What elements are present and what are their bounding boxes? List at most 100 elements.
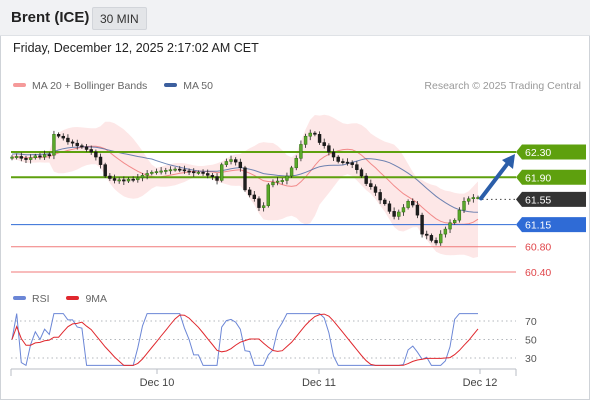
candlesticks <box>10 129 480 246</box>
candle <box>38 152 42 160</box>
candle <box>238 158 243 172</box>
candle <box>75 139 79 150</box>
candle <box>131 176 135 183</box>
candle <box>136 173 140 183</box>
candle <box>14 153 19 160</box>
candle <box>289 165 294 178</box>
candle <box>164 167 168 175</box>
candle <box>112 174 117 184</box>
candle <box>98 153 103 169</box>
candle <box>275 177 280 186</box>
candle <box>220 162 224 183</box>
candle <box>466 196 471 205</box>
level-labels: 62.30 61.90 61.55 61.15 60.80 60.40 <box>516 144 586 279</box>
svg-text:61.90: 61.90 <box>525 172 551 184</box>
candle <box>210 172 215 181</box>
candle <box>233 157 238 166</box>
rsi-legend: RSI 9MA <box>13 293 121 305</box>
level-label-pivot: 61.15 <box>516 217 586 233</box>
legend-bollinger: MA 20 + Bollinger Bands <box>13 80 147 92</box>
candle <box>299 140 303 162</box>
x-axis-label: Dec 10 <box>140 377 175 389</box>
candle <box>401 204 406 216</box>
bollinger-swatch-icon <box>13 83 26 88</box>
candle <box>103 162 107 178</box>
candle <box>406 199 410 210</box>
legend-rsi: RSI <box>13 293 50 305</box>
rsi-tick-label: 50 <box>525 335 537 347</box>
candle <box>261 202 266 212</box>
candle <box>429 233 434 243</box>
candle <box>411 198 415 208</box>
legend-ma50: MA 50 <box>164 80 213 92</box>
candle <box>89 145 93 155</box>
instrument-name: Brent (ICE) <box>11 9 90 26</box>
svg-text:62.30: 62.30 <box>525 147 551 159</box>
candle <box>373 184 378 196</box>
chart-header: Brent (ICE) 30 MIN <box>0 0 590 36</box>
level-label-current: 61.55 <box>516 191 586 207</box>
rsi-tick-label: 30 <box>525 353 537 365</box>
candle <box>243 165 247 192</box>
candle <box>434 237 438 246</box>
candle <box>10 155 14 161</box>
candle <box>24 155 28 163</box>
candle <box>453 218 457 225</box>
candle <box>187 168 191 175</box>
rsi-swatch-icon <box>13 296 26 301</box>
candle <box>122 176 126 185</box>
timeframe-badge[interactable]: 30 MIN <box>92 7 147 30</box>
candle <box>173 167 177 172</box>
legend-rsi-label: RSI <box>32 293 50 305</box>
candle <box>28 154 33 164</box>
candle <box>117 177 121 184</box>
candle <box>145 170 149 180</box>
candle <box>19 152 24 162</box>
candle <box>159 167 163 175</box>
candle <box>42 150 47 160</box>
candle <box>150 170 154 176</box>
candle <box>327 143 331 156</box>
candle <box>215 173 219 185</box>
price-legend: MA 20 + Bollinger Bands MA 50 <box>13 80 227 92</box>
candle <box>154 168 159 175</box>
candle <box>229 155 233 165</box>
candle <box>178 166 182 173</box>
candle <box>392 207 396 220</box>
candle <box>285 172 289 185</box>
candle <box>364 173 368 186</box>
candle <box>345 158 350 166</box>
candle <box>66 134 70 145</box>
research-credit: Research © 2025 Trading Central <box>424 80 581 92</box>
level-label-s1: 60.80 <box>525 242 551 254</box>
ma50-swatch-icon <box>164 83 178 88</box>
x-axis-label: Dec 11 <box>302 377 336 389</box>
candle <box>271 179 275 188</box>
candle <box>52 130 56 160</box>
candle <box>378 189 382 204</box>
candle <box>350 160 354 169</box>
candle <box>108 173 112 181</box>
time-axis: Dec 10 Dec 11 Dec 12 <box>10 368 517 389</box>
x-axis-label: Dec 12 <box>463 377 498 389</box>
rsi-ma-swatch-icon <box>66 296 80 301</box>
candle <box>317 131 322 145</box>
candle <box>355 161 359 174</box>
candle <box>196 170 201 175</box>
rsi-tick-label: 70 <box>525 316 537 328</box>
candle <box>313 131 317 137</box>
candle <box>61 133 65 141</box>
candle <box>126 177 131 183</box>
timestamp: Friday, December 12, 2025 2:17:02 AM CET <box>13 41 259 55</box>
candle <box>224 158 229 168</box>
candle <box>322 138 326 149</box>
candle <box>369 179 373 190</box>
candle <box>70 139 75 147</box>
candle <box>425 230 429 240</box>
candle <box>80 143 84 149</box>
candle <box>383 198 387 206</box>
candle <box>387 200 392 214</box>
legend-rsi-ma: 9MA <box>66 293 107 305</box>
candle <box>415 201 420 219</box>
